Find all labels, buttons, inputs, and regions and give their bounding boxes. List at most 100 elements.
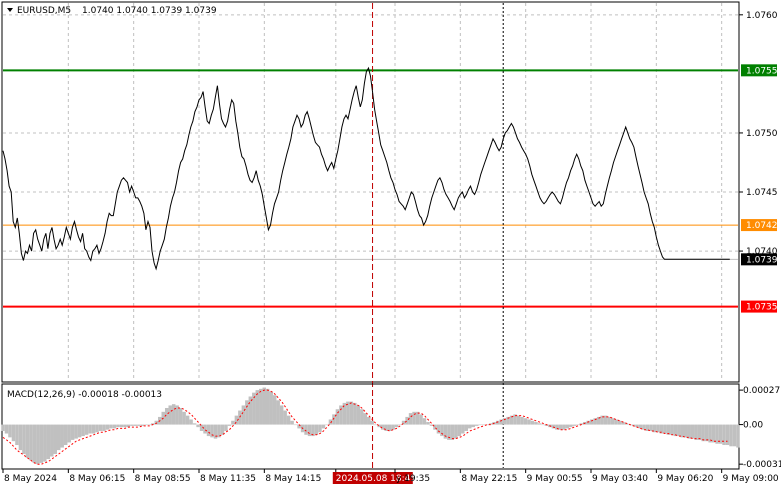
x-tick-label: 9 May 06:20 — [657, 474, 713, 484]
macd-histogram-bar — [433, 424, 437, 430]
macd-histogram-bar — [725, 424, 730, 446]
macd-histogram-bar — [39, 424, 44, 463]
macd-histogram-bar — [732, 424, 737, 447]
macd-histogram-bar — [621, 422, 625, 425]
macd-histogram-bar — [77, 424, 82, 438]
price-y-axis: 1.0760 1.0750 1.0745 1.0740 — [739, 11, 778, 257]
x-tick-label: 8 May 2024 — [4, 474, 57, 484]
macd-histogram-bar — [384, 424, 388, 431]
macd-histogram-bar — [593, 418, 597, 425]
macd-histogram-bar — [168, 405, 172, 425]
macd-histogram-bar — [684, 424, 688, 438]
macd-histogram-bar — [119, 424, 124, 428]
macd-histogram-bar — [4, 424, 9, 434]
macd-histogram-bar — [461, 424, 465, 434]
macd-histogram-bar — [238, 410, 242, 425]
macd-histogram-bar — [84, 424, 89, 435]
macd-histogram-bar — [53, 424, 57, 454]
macd-histogram-bar — [332, 414, 336, 425]
macd-histogram-bar — [353, 402, 357, 425]
macd-histogram-bar — [91, 424, 96, 434]
x-tick-label: 8 May 06:15 — [69, 474, 125, 484]
macd-histogram-bar — [440, 424, 444, 437]
macd-histogram-bar — [192, 423, 197, 425]
macd-histogram-bar — [283, 410, 287, 425]
macd-histogram-bar — [297, 424, 301, 429]
price-y-tick-label: 1.0745 — [746, 188, 778, 198]
macd-histogram-bar — [401, 420, 406, 425]
macd-histogram-bar — [259, 388, 263, 425]
macd-histogram-bar — [701, 424, 705, 442]
macd-histogram-bar — [196, 424, 200, 428]
macd-histogram-bar — [708, 424, 712, 443]
macd-histogram-bar — [537, 423, 542, 425]
macd-histogram-bar — [443, 424, 448, 439]
macd-histogram-bar — [57, 424, 61, 451]
ohlc-label: 1.0740 1.0740 1.0739 1.0739 — [82, 6, 217, 16]
macd-panel[interactable]: 0.00027 0.00 -0.00031 MACD(12,26,9) -0.000… — [1, 383, 781, 470]
macd-histogram-bar — [475, 424, 479, 426]
macd-histogram-bar — [175, 405, 179, 425]
macd-header-label: MACD(12,26,9) -0.00018 -0.00013 — [7, 390, 162, 400]
macd-histogram-bar — [603, 415, 608, 425]
macd-histogram-bar — [279, 405, 284, 425]
macd-histogram-bar — [46, 424, 51, 460]
macd-histogram-bar — [586, 420, 590, 425]
macd-histogram-bar — [447, 424, 451, 440]
macd-histogram-bar — [67, 424, 71, 443]
price-level-tag — [741, 219, 777, 232]
macd-histogram-bar — [380, 424, 385, 430]
macd-histogram-bar — [32, 424, 37, 463]
current-price-tag-label: 1.0739 — [746, 255, 778, 265]
macd-histogram-bar — [11, 424, 16, 442]
chart-header: EURUSD,M5 1.0740 1.0740 1.0739 1.0739 — [7, 6, 217, 16]
macd-histogram-bar — [130, 424, 134, 426]
macd-histogram-bar — [248, 396, 253, 425]
x-tick-label: 8 May 22:15 — [461, 474, 517, 484]
macd-histogram-bar — [729, 424, 733, 447]
macd-histogram-bar — [589, 419, 594, 425]
macd-histogram — [1, 387, 740, 465]
macd-histogram-bar — [105, 424, 110, 430]
macd-histogram-bar — [206, 424, 211, 437]
macd-histogram-bar — [286, 415, 291, 425]
macd-histogram-bar — [673, 424, 678, 437]
macd-histogram-bar — [711, 424, 716, 443]
macd-histogram-bar — [471, 424, 475, 428]
macd-histogram-bar — [697, 424, 702, 440]
crosshair-time-label: 2024.05.08 18:45 — [336, 474, 416, 484]
macd-histogram-bar — [649, 424, 653, 431]
macd-histogram-bar — [495, 420, 500, 425]
macd-histogram-bar — [290, 420, 294, 425]
macd-histogram-bar — [164, 407, 169, 425]
macd-histogram-bar — [464, 424, 469, 431]
price-y-tick-label: 1.0760 — [746, 11, 778, 21]
macd-y-tick-label: 0.00 — [743, 421, 763, 431]
macd-histogram-bar — [715, 424, 719, 444]
macd-histogram-bar — [555, 424, 559, 430]
macd-histogram-bar — [293, 424, 298, 426]
macd-histogram-bar — [562, 424, 566, 430]
macd-histogram-bar — [182, 411, 186, 425]
macd-histogram-bar — [506, 416, 510, 425]
macd-histogram-bar — [356, 405, 361, 425]
macd-histogram-bar — [610, 418, 615, 425]
price-level-tag — [741, 64, 777, 77]
macd-histogram-bar — [81, 424, 85, 437]
macd-histogram-bar — [635, 424, 639, 428]
triangle-down-icon[interactable] — [7, 8, 13, 12]
macd-histogram-bar — [269, 391, 273, 425]
macd-histogram-bar — [185, 415, 190, 425]
price-level-tag-label: 1.0742 — [746, 221, 778, 231]
macd-histogram-bar — [363, 413, 368, 425]
macd-histogram-bar — [422, 418, 427, 425]
crosshair-time-tag — [332, 472, 413, 484]
x-tick-label: 9 May 00:55 — [527, 474, 583, 484]
macd-histogram-bar — [429, 424, 434, 426]
x-tick-label: 8 May 14:15 — [265, 474, 321, 484]
macd-histogram-bar — [690, 424, 695, 439]
macd-histogram-bar — [234, 415, 239, 425]
